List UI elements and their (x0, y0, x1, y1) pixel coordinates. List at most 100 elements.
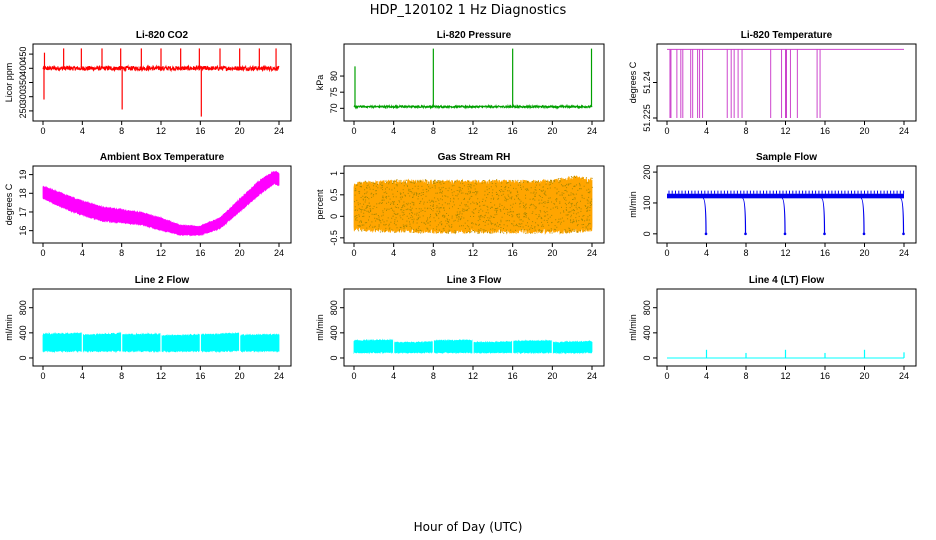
x-tick-label: 20 (235, 248, 245, 258)
x-tick-label: 12 (780, 248, 790, 258)
x-tick-label: 4 (704, 126, 709, 136)
x-tick-label: 0 (351, 248, 356, 258)
series-band (667, 193, 904, 199)
x-tick-label: 24 (274, 371, 284, 381)
series-drop (860, 197, 865, 234)
plot-frame (32, 288, 292, 367)
y-tick-label: 800 (642, 300, 652, 315)
x-tick-label: 4 (391, 248, 396, 258)
x-tick-label: 16 (820, 248, 830, 258)
x-tick-label: 16 (820, 126, 830, 136)
x-tick-label: 24 (274, 126, 284, 136)
plot-frame (343, 288, 605, 367)
plot-frame (343, 43, 605, 122)
y-axis-label: ml/min (628, 314, 638, 341)
x-tick-label: 16 (195, 126, 205, 136)
chart-panel: Li-820 Temperature 0 4 8 12 16 20 24 51.225 51.24… (628, 30, 917, 136)
y-tick-label: 51.24 (642, 71, 652, 94)
series-drop (781, 197, 786, 234)
x-tick-label: 4 (391, 126, 396, 136)
x-tick-label: 16 (820, 371, 830, 381)
x-tick-label: 12 (468, 371, 478, 381)
series-band (353, 175, 593, 235)
x-tick-label: 8 (431, 371, 436, 381)
chart-title: Ambient Box Temperature (100, 152, 225, 163)
plot-frame (656, 165, 917, 244)
series-drop-point (823, 232, 826, 236)
x-tick-label: 24 (274, 248, 284, 258)
x-tick-label: 0 (664, 371, 669, 381)
x-tick-label: 8 (119, 248, 124, 258)
y-tick-label: 0 (18, 355, 28, 360)
series-texture (354, 175, 593, 234)
x-tick-label: 4 (704, 371, 709, 381)
series-drop-point (902, 232, 905, 236)
x-tick-label: 0 (664, 126, 669, 136)
y-tick-label: 400 (642, 325, 652, 340)
y-tick-label: 17 (18, 207, 28, 217)
chart-title: Line 2 Flow (135, 275, 190, 286)
x-tick-label: 4 (704, 248, 709, 258)
x-tick-label: 0 (351, 371, 356, 381)
y-tick-label: 800 (18, 300, 28, 315)
y-tick-label: 18 (18, 188, 28, 198)
x-tick-label: 20 (859, 248, 869, 258)
y-tick-label: 400 (18, 61, 28, 76)
x-tick-label: 16 (508, 126, 518, 136)
x-tick-label: 24 (899, 371, 909, 381)
y-tick-label: 400 (329, 325, 339, 340)
x-tick-label: 20 (547, 371, 557, 381)
y-tick-label: 0 (329, 214, 339, 219)
y-axis-label: kPa (315, 75, 325, 91)
x-tick-label: 24 (587, 248, 597, 258)
series-drop-point (704, 232, 708, 236)
series-drop-point (783, 232, 787, 236)
plot-frame (32, 43, 292, 122)
y-axis-label: ml/min (315, 314, 325, 341)
x-tick-label: 8 (743, 248, 748, 258)
x-tick-label: 4 (391, 371, 396, 381)
chart-title: Line 3 Flow (447, 275, 502, 286)
x-tick-label: 20 (547, 126, 557, 136)
y-tick-label: 0 (642, 231, 652, 236)
y-tick-label: 51.225 (642, 104, 652, 132)
y-axis-label: Licor ppm (4, 63, 14, 103)
y-tick-label: -0.5 (329, 230, 339, 246)
x-tick-label: 8 (743, 126, 748, 136)
chart-title: Li-820 Pressure (437, 30, 512, 41)
series-drop (702, 197, 707, 234)
x-tick-label: 8 (743, 371, 748, 381)
x-tick-label: 12 (156, 371, 166, 381)
chart-title: Li-820 Temperature (741, 30, 833, 41)
x-tick-label: 0 (40, 126, 45, 136)
x-tick-label: 8 (431, 126, 436, 136)
y-tick-label: 300 (18, 89, 28, 104)
y-tick-label: 0 (329, 355, 339, 360)
y-tick-label: 1 (329, 171, 339, 176)
y-tick-label: 16 (18, 226, 28, 236)
y-axis-label: degrees C (4, 183, 14, 225)
x-tick-label: 8 (431, 248, 436, 258)
plot-frame (656, 288, 917, 367)
figure-x-axis-label: Hour of Day (UTC) (414, 520, 523, 534)
series-upticks (668, 190, 905, 194)
x-tick-label: 4 (80, 371, 85, 381)
y-tick-label: 800 (329, 300, 339, 315)
y-axis-label: degrees C (628, 61, 638, 103)
x-tick-label: 24 (587, 126, 597, 136)
series-drop-point (862, 232, 866, 236)
series-drop (820, 197, 826, 234)
x-tick-label: 12 (156, 248, 166, 258)
x-tick-label: 8 (119, 371, 124, 381)
chart-title: Line 4 (LT) Flow (749, 275, 825, 286)
x-tick-label: 12 (468, 126, 478, 136)
y-tick-label: 0.5 (329, 189, 339, 202)
y-tick-label: 450 (18, 47, 28, 62)
x-tick-label: 8 (119, 126, 124, 136)
x-tick-label: 0 (351, 126, 356, 136)
x-tick-label: 20 (547, 248, 557, 258)
chart-panel: Line 3 Flow 0 4 8 12 16 20 24 0 400 800 ml/min (315, 275, 605, 381)
